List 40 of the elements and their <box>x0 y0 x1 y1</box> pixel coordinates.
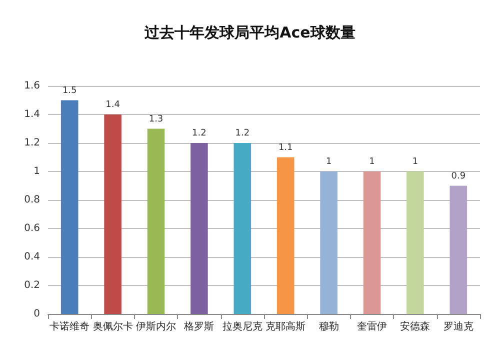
x-tick-label: 卡诺维奇 <box>50 320 90 332</box>
x-tick-label: 奥佩尔卡 <box>92 320 133 332</box>
bar <box>60 100 78 314</box>
y-tick-label: 0.8 <box>24 194 40 206</box>
y-tick-label: 1.6 <box>24 80 40 92</box>
y-tick-label: 1.4 <box>24 109 40 120</box>
x-tick-label: 伊斯内尔 <box>136 320 176 332</box>
bar <box>234 143 252 314</box>
y-tick-label: 1.2 <box>24 138 40 148</box>
data-label: 1.4 <box>106 100 120 110</box>
bar <box>406 172 424 314</box>
x-tick-label: 罗迪克 <box>443 320 474 332</box>
data-label: 1 <box>326 157 332 167</box>
y-tick-label: 0.2 <box>24 280 40 291</box>
y-tick-label: 0.6 <box>24 223 40 234</box>
x-tick-label: 拉奥尼克 <box>222 320 262 332</box>
y-tick-label: 0.4 <box>24 252 40 262</box>
bar <box>190 143 208 314</box>
chart-title: 过去十年发球局平均Ace球数量 <box>144 24 356 42</box>
bar <box>147 128 165 314</box>
data-label: 0.9 <box>451 171 466 182</box>
x-tick-label: 穆勒 <box>318 320 339 332</box>
bar <box>104 114 122 314</box>
y-tick-label: 1 <box>34 166 40 177</box>
bar <box>363 172 381 314</box>
data-label: 1.1 <box>278 142 293 153</box>
x-tick-label: 克耶高斯 <box>266 320 306 332</box>
y-tick-label: 0 <box>34 308 40 320</box>
bar <box>276 157 294 314</box>
data-label: 1 <box>412 157 418 167</box>
data-label: 1 <box>369 157 375 167</box>
x-tick-label: 安德森 <box>400 320 430 332</box>
x-tick-label: 奎雷伊 <box>357 320 387 332</box>
data-label: 1.2 <box>192 128 206 138</box>
data-label: 1.3 <box>148 114 164 124</box>
x-tick-label: 格罗斯 <box>183 320 214 332</box>
data-label: 1.2 <box>235 128 250 138</box>
bar <box>450 186 468 314</box>
data-label: 1.5 <box>62 86 77 96</box>
bar <box>320 172 338 314</box>
